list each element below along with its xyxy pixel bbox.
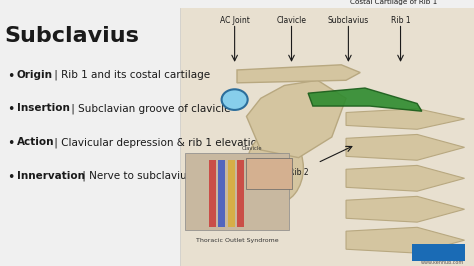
Text: Subclavius: Subclavius	[5, 26, 140, 46]
FancyBboxPatch shape	[228, 160, 235, 227]
Text: | Nerve to subclavius (C₅-C₆): | Nerve to subclavius (C₅-C₆)	[79, 171, 230, 181]
Polygon shape	[237, 65, 360, 83]
Text: www.kenhub.com: www.kenhub.com	[421, 260, 465, 265]
Ellipse shape	[246, 132, 303, 204]
Text: AC Joint: AC Joint	[219, 16, 250, 25]
Text: •: •	[7, 70, 15, 83]
Text: Rib 1: Rib 1	[391, 16, 410, 25]
Text: Action: Action	[17, 137, 54, 147]
Polygon shape	[346, 165, 465, 191]
Text: KEN
HUB: KEN HUB	[432, 247, 445, 258]
Text: Clavicle: Clavicle	[276, 16, 307, 25]
Text: •: •	[7, 171, 15, 184]
Polygon shape	[246, 80, 346, 158]
Text: Rib 2: Rib 2	[289, 168, 309, 177]
FancyBboxPatch shape	[180, 8, 474, 266]
Text: Insertion: Insertion	[17, 103, 70, 114]
Text: Costal Cartilage of Rib 1: Costal Cartilage of Rib 1	[350, 0, 437, 6]
Polygon shape	[308, 88, 422, 111]
FancyBboxPatch shape	[209, 160, 216, 227]
FancyBboxPatch shape	[412, 244, 465, 261]
Text: Thoracic Outlet Syndrome: Thoracic Outlet Syndrome	[196, 238, 278, 243]
Text: •: •	[7, 103, 15, 117]
Text: Origin: Origin	[17, 70, 53, 80]
Polygon shape	[346, 109, 465, 129]
Text: Clavicle: Clavicle	[242, 146, 263, 151]
Polygon shape	[346, 134, 465, 160]
Text: | Rib 1 and its costal cartilage: | Rib 1 and its costal cartilage	[51, 70, 210, 80]
Text: | Clavicular depression & rib 1 elevation: | Clavicular depression & rib 1 elevatio…	[51, 137, 264, 148]
Text: Subclavius: Subclavius	[328, 16, 369, 25]
FancyBboxPatch shape	[218, 160, 225, 227]
FancyBboxPatch shape	[237, 160, 244, 227]
Text: Innervation: Innervation	[17, 171, 84, 181]
Text: | Subclavian groove of clavicle: | Subclavian groove of clavicle	[68, 103, 230, 114]
FancyBboxPatch shape	[185, 152, 289, 230]
Text: •: •	[7, 137, 15, 150]
FancyBboxPatch shape	[246, 158, 292, 189]
Ellipse shape	[221, 89, 247, 110]
Polygon shape	[346, 196, 465, 222]
Polygon shape	[346, 227, 465, 253]
